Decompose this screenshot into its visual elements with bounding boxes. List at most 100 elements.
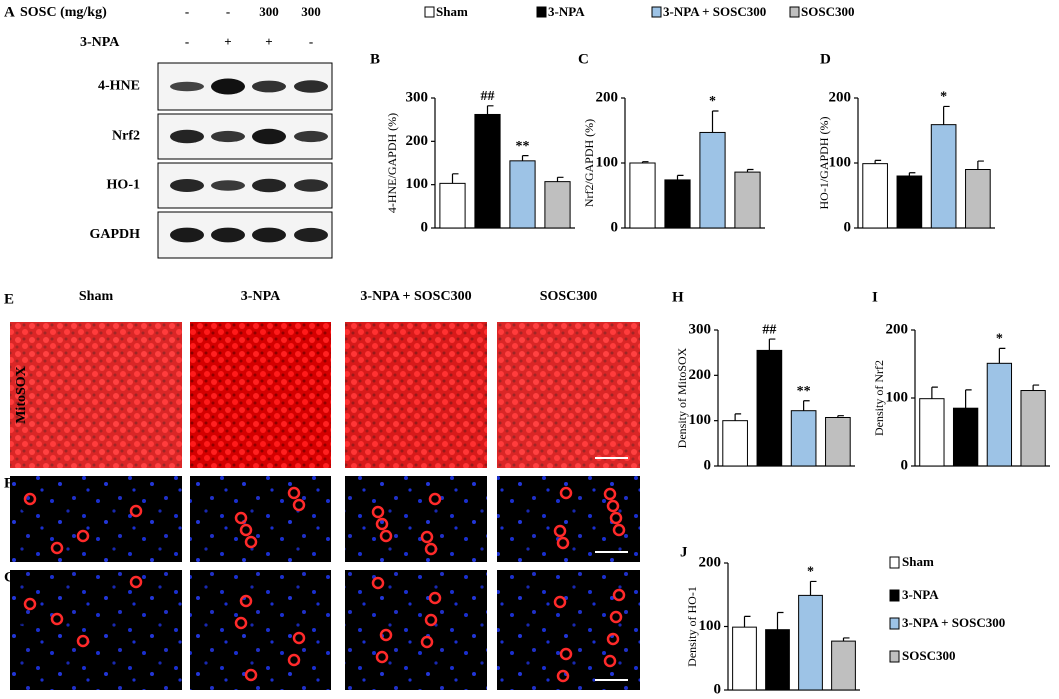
error-bar bbox=[803, 400, 810, 411]
error-bar bbox=[908, 172, 916, 176]
error-bar bbox=[842, 637, 850, 642]
row-label: Nrf2 bbox=[14, 505, 29, 533]
y-tick-label: 100 bbox=[689, 412, 712, 428]
cell bbox=[379, 628, 393, 642]
legend-label: 3-NPA + SOSC300 bbox=[902, 615, 1005, 630]
legend-swatch bbox=[536, 6, 547, 18]
panel-letter: D bbox=[820, 51, 831, 67]
cell bbox=[76, 529, 90, 543]
bar bbox=[699, 131, 726, 229]
dose-label: SOSC (mg/kg) bbox=[20, 5, 107, 20]
y-axis-title: HO-1/GAPDH (%) bbox=[817, 117, 831, 210]
column-label: SOSC300 bbox=[540, 289, 598, 304]
legend-label: Sham bbox=[902, 554, 934, 569]
annotation: ## bbox=[481, 89, 495, 104]
annotation: * bbox=[940, 90, 947, 105]
blot-band bbox=[252, 80, 286, 93]
cell bbox=[239, 594, 253, 608]
legend-label: SOSC300 bbox=[801, 4, 854, 19]
y-tick-label: 100 bbox=[886, 389, 909, 405]
bar bbox=[765, 629, 790, 691]
micrograph bbox=[10, 476, 182, 562]
blot-band bbox=[170, 81, 204, 92]
blot-band bbox=[211, 130, 245, 143]
cell bbox=[287, 653, 301, 667]
cell bbox=[287, 486, 301, 500]
error-bar bbox=[809, 580, 817, 596]
cell bbox=[239, 523, 253, 537]
blot-band bbox=[170, 129, 204, 144]
blot-band bbox=[252, 227, 286, 243]
y-tick-label: 200 bbox=[406, 133, 429, 149]
error-bar bbox=[874, 159, 882, 164]
cell bbox=[420, 635, 434, 649]
cell bbox=[375, 517, 389, 531]
y-axis-title: 4-HNE/GAPDH (%) bbox=[385, 113, 399, 213]
bar bbox=[952, 407, 979, 467]
error-bar bbox=[711, 110, 719, 133]
cell bbox=[559, 647, 573, 661]
blot-band bbox=[294, 80, 328, 93]
legend-label: 3-NPA bbox=[902, 587, 939, 602]
y-tick-label: 100 bbox=[829, 154, 852, 170]
blot-row-label: HO-1 bbox=[107, 178, 140, 193]
annotation: * bbox=[996, 332, 1003, 347]
cell bbox=[612, 523, 626, 537]
y-tick-label: 200 bbox=[829, 89, 852, 105]
error-bar bbox=[641, 161, 649, 163]
bar bbox=[732, 626, 757, 691]
bar bbox=[664, 179, 691, 229]
error-bar bbox=[734, 413, 742, 421]
error-bar bbox=[1032, 384, 1040, 391]
error-bar bbox=[768, 338, 776, 351]
panel-letter: A bbox=[4, 4, 15, 20]
cell bbox=[129, 504, 143, 518]
legend-label: SOSC300 bbox=[902, 648, 955, 663]
bar bbox=[825, 416, 851, 467]
cell bbox=[553, 595, 567, 609]
error-bar bbox=[676, 174, 684, 180]
y-tick-label: 0 bbox=[421, 219, 429, 235]
cell bbox=[234, 511, 248, 525]
error-bar bbox=[521, 155, 529, 161]
bar bbox=[629, 162, 656, 229]
legend-label: Sham bbox=[436, 4, 468, 19]
error-bar bbox=[743, 615, 751, 628]
cell bbox=[428, 591, 442, 605]
bar bbox=[722, 420, 748, 467]
annotation: ** bbox=[797, 384, 811, 399]
cell bbox=[244, 535, 258, 549]
bar bbox=[919, 398, 945, 467]
bar bbox=[930, 124, 957, 229]
annotation: * bbox=[709, 94, 716, 109]
annotation: * bbox=[807, 565, 814, 580]
blot-band bbox=[211, 180, 245, 191]
micrograph bbox=[10, 322, 182, 468]
npa-value: + bbox=[224, 34, 231, 49]
cell bbox=[559, 486, 573, 500]
y-tick-label: 0 bbox=[704, 457, 712, 473]
y-tick-label: 200 bbox=[699, 554, 722, 570]
y-tick-label: 100 bbox=[699, 618, 722, 634]
legend-label: 3-NPA bbox=[548, 4, 585, 19]
legend-swatch bbox=[889, 617, 900, 630]
cell bbox=[371, 505, 385, 519]
micrograph bbox=[497, 570, 640, 690]
bar bbox=[862, 163, 888, 229]
cell bbox=[50, 541, 64, 555]
bar bbox=[509, 160, 536, 229]
micrographs bbox=[10, 322, 640, 690]
y-tick-label: 300 bbox=[406, 89, 429, 105]
western-blots bbox=[157, 62, 333, 259]
legend-swatch bbox=[889, 589, 900, 602]
y-tick-label: 100 bbox=[596, 154, 619, 170]
npa-value: + bbox=[265, 34, 272, 49]
cell bbox=[244, 668, 258, 682]
panel-letter: B bbox=[370, 51, 380, 67]
bar bbox=[1020, 390, 1046, 467]
cell bbox=[50, 612, 64, 626]
annotation: ## bbox=[762, 322, 776, 337]
y-tick-label: 300 bbox=[689, 321, 712, 337]
panel-letter: E bbox=[4, 291, 14, 307]
